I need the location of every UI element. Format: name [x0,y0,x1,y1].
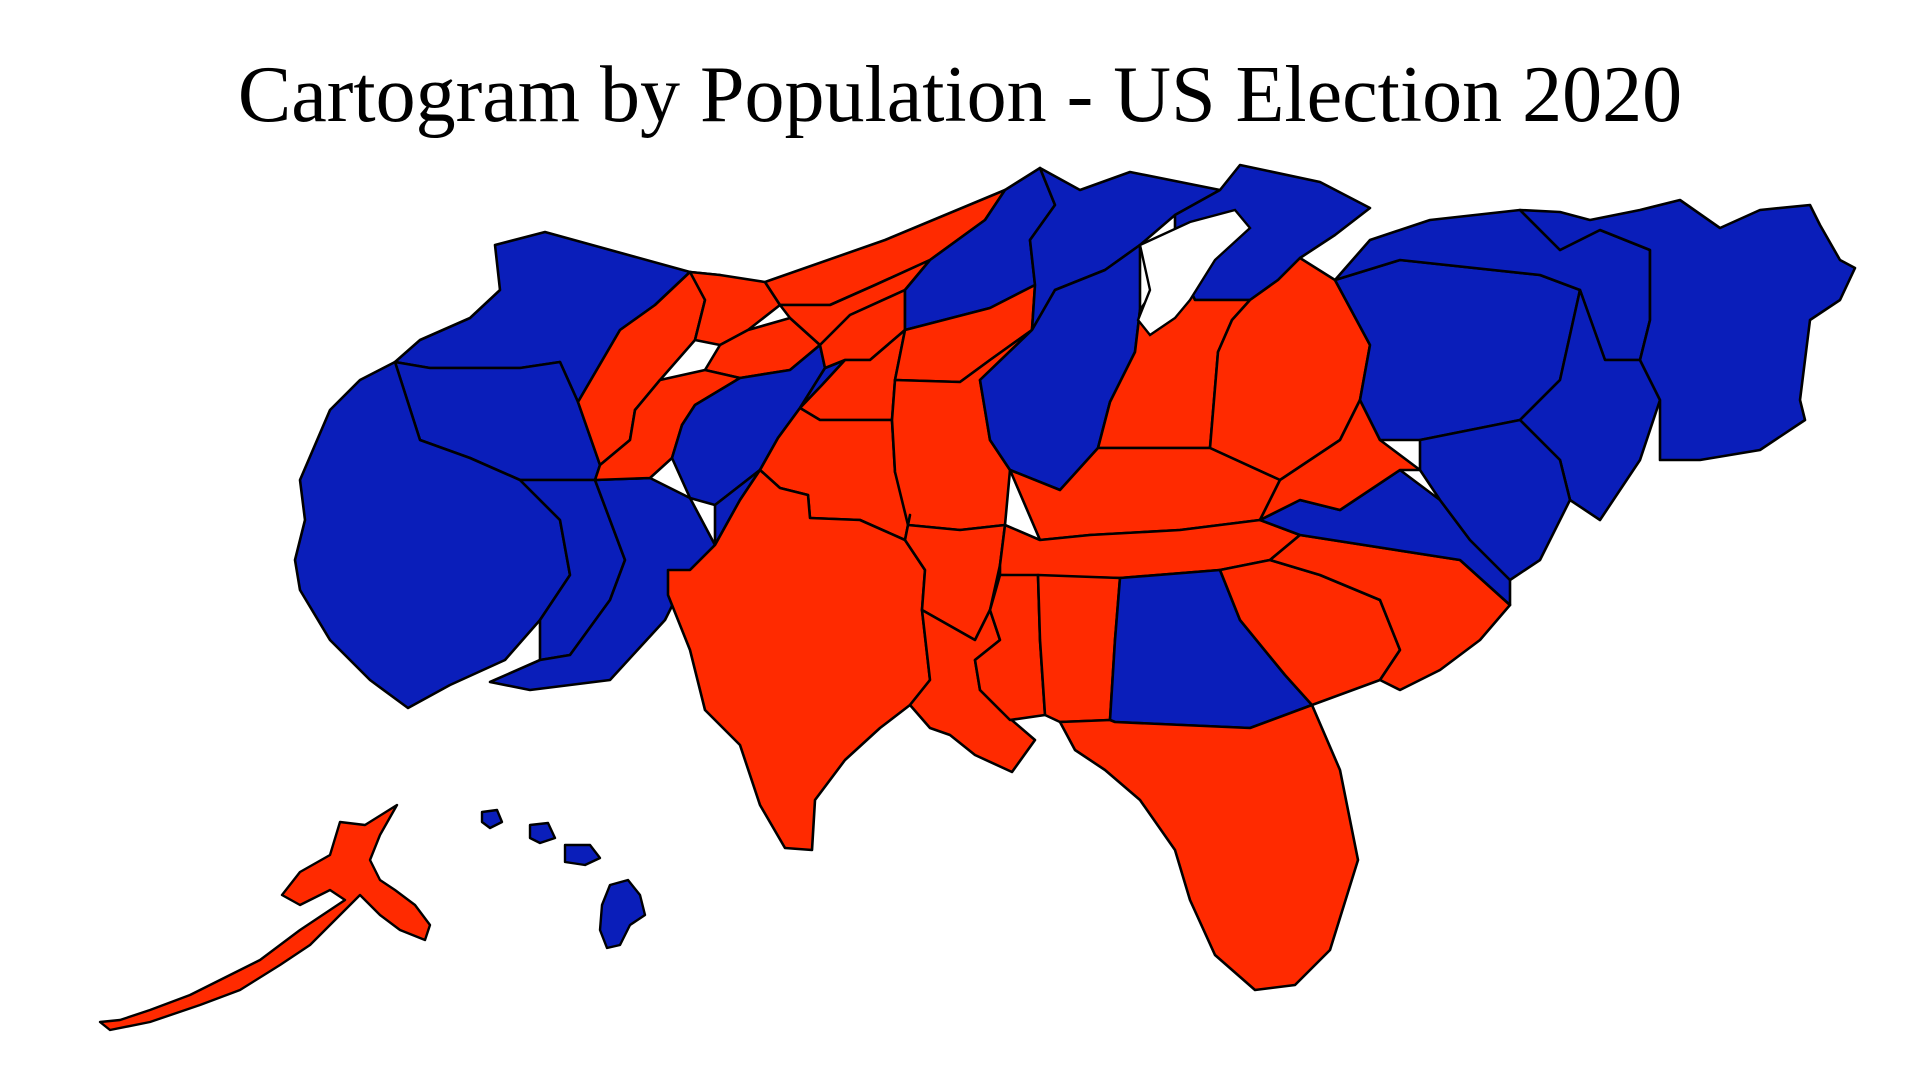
state-texas [666,468,932,852]
lake-michigan [1136,208,1252,337]
state-hawaii-oahu [528,821,557,845]
state-new-england [1518,198,1857,462]
state-florida [1058,703,1360,992]
state-west-virginia [1258,398,1422,522]
state-hawaii-big-island [598,878,647,950]
map-title: Cartogram by Population - US Election 20… [237,51,1683,139]
state-maryland-delaware [1418,418,1572,582]
state-arizona [488,476,717,692]
state-alaska [98,803,432,1032]
state-hawaii-maui [563,843,602,867]
state-alabama [1036,573,1122,724]
state-hawaii-kauai [480,808,504,830]
